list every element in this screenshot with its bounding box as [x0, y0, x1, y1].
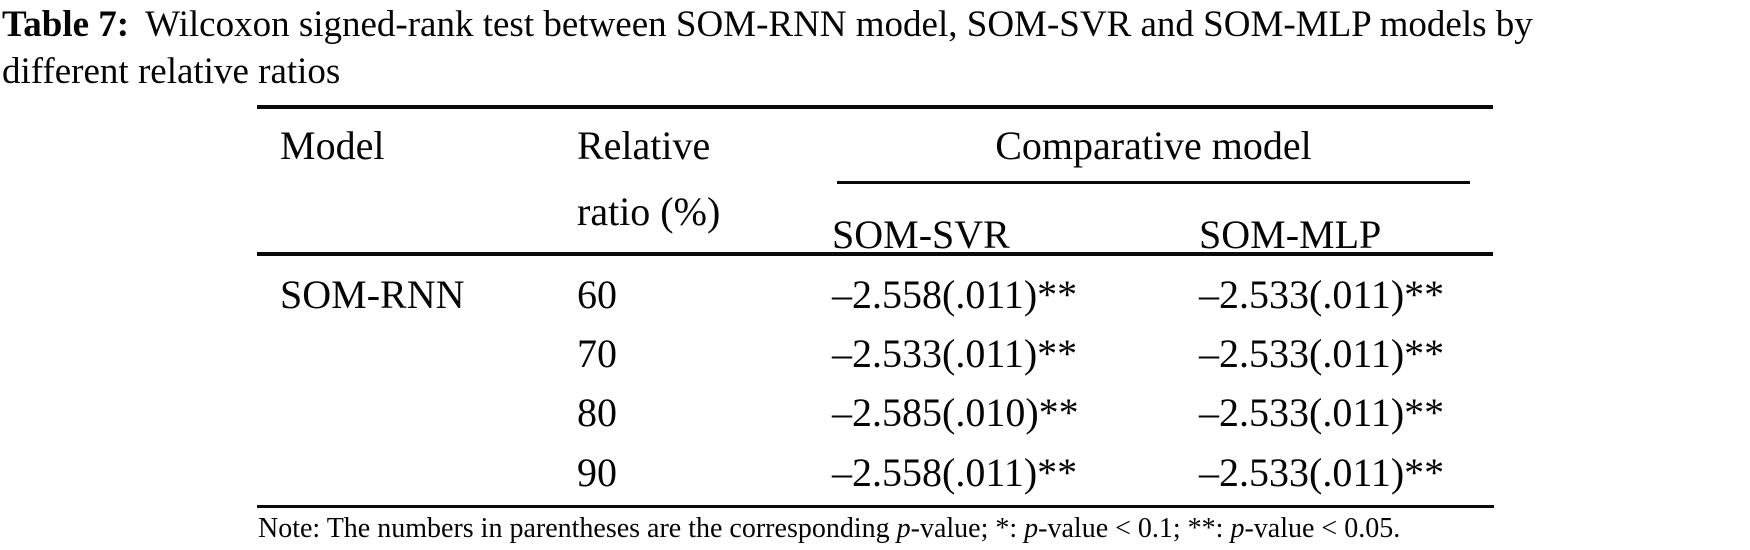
cell-ratio: 70: [577, 331, 617, 376]
cell-ratio: 60: [577, 272, 617, 317]
table-title-line1: Table 7: Wilcoxon signed-rank test betwee…: [2, 6, 1533, 43]
note-p-italic: p: [1024, 513, 1039, 544]
cell-ratio: 80: [577, 390, 617, 435]
table-title-text: Wilcoxon signed-rank test between SOM-RN…: [145, 4, 1533, 45]
note-p-italic: p: [896, 513, 911, 544]
cell-model-name: SOM-RNN: [280, 272, 465, 317]
cell-som-svr-value: –2.558(.011)**: [832, 272, 1078, 317]
note-text: -value < 0.05.: [1244, 513, 1401, 544]
cell-som-mlp-value: –2.533(.011)**: [1199, 331, 1445, 376]
cell-som-svr-value: –2.533(.011)**: [832, 331, 1078, 376]
cell-som-mlp-value: –2.533(.011)**: [1199, 390, 1445, 435]
comparative-model-span-rule: [837, 181, 1470, 184]
column-header-relative-ratio-line2: ratio (%): [577, 189, 721, 234]
header-divider-rule: [257, 252, 1493, 256]
subcolumn-header-som-mlp: SOM-MLP: [1199, 212, 1382, 257]
note-text: -value < 0.1; **:: [1038, 513, 1231, 544]
cell-som-svr-value: –2.558(.011)**: [832, 450, 1078, 495]
column-header-comparative-model: Comparative model: [995, 123, 1312, 168]
column-header-model: Model: [280, 123, 385, 168]
table-rule-bottom: [257, 505, 1494, 508]
subcolumn-header-som-svr: SOM-SVR: [832, 212, 1010, 257]
cell-som-mlp-value: –2.533(.011)**: [1199, 272, 1445, 317]
column-header-relative-ratio-line1: Relative: [577, 123, 711, 168]
cell-ratio: 90: [577, 450, 617, 495]
note-text: Note: The numbers in parentheses are the…: [258, 513, 897, 544]
note-text: -value; *:: [910, 513, 1025, 544]
table-title-line2: different relative ratios: [2, 51, 341, 92]
table-note: Note: The numbers in parentheses are the…: [258, 513, 1401, 545]
cell-som-svr-value: –2.585(.010)**: [832, 390, 1079, 435]
table-title-tag: Table 7:: [2, 4, 130, 45]
note-p-italic: p: [1230, 513, 1245, 544]
table-rule-top: [257, 105, 1493, 109]
cell-som-mlp-value: –2.533(.011)**: [1199, 450, 1445, 495]
